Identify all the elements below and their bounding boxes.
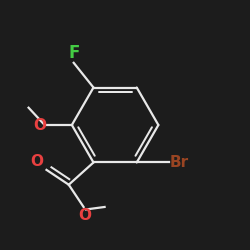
Text: F: F [68,44,80,62]
Text: Br: Br [170,155,189,170]
Text: O: O [30,154,43,169]
Text: O: O [78,208,91,223]
Text: O: O [33,118,46,132]
